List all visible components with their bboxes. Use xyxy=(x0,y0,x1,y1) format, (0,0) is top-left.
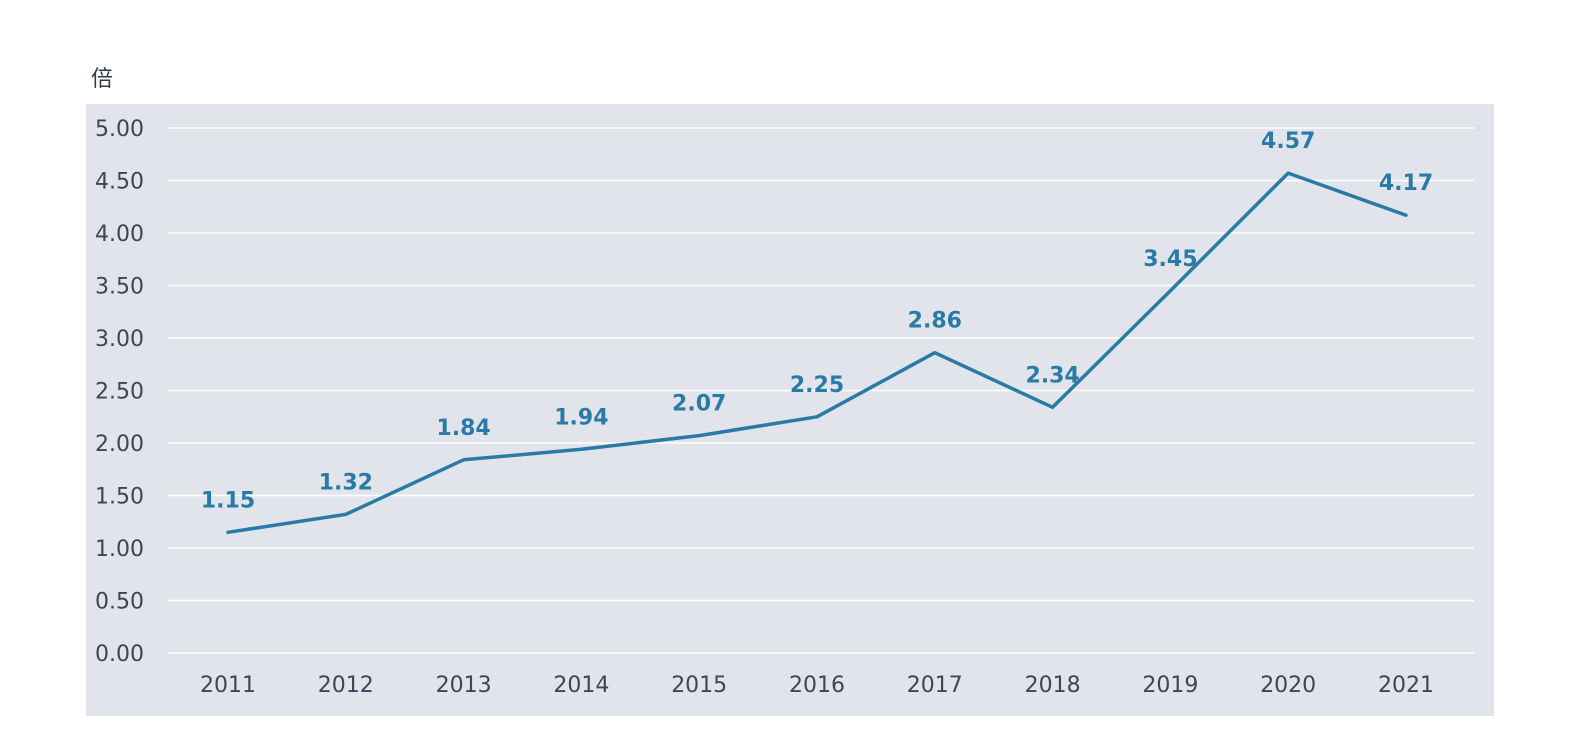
data-label: 2.34 xyxy=(1025,363,1079,388)
data-label: 1.15 xyxy=(201,488,255,513)
data-label: 4.17 xyxy=(1379,171,1433,196)
x-tick-label: 2011 xyxy=(200,673,256,698)
x-tick-label: 2018 xyxy=(1025,673,1081,698)
y-tick-label: 4.00 xyxy=(95,222,144,247)
x-tick-label: 2014 xyxy=(553,673,609,698)
x-tick-label: 2020 xyxy=(1260,673,1316,698)
y-tick-label: 1.00 xyxy=(95,537,144,562)
x-tick-label: 2016 xyxy=(789,673,845,698)
data-label: 3.45 xyxy=(1143,247,1197,272)
data-label: 4.57 xyxy=(1261,129,1315,154)
y-tick-label: 1.50 xyxy=(95,485,144,510)
plot-background xyxy=(86,104,1494,716)
y-tick-label: 4.50 xyxy=(95,170,144,195)
y-tick-label: 5.00 xyxy=(95,117,144,142)
y-tick-label: 3.50 xyxy=(95,275,144,300)
data-labels: 1.15 1.32 1.84 1.94 2.07 2.25 2.86 2.34 3.45 4.57… xyxy=(201,129,1433,513)
y-tick-label: 3.00 xyxy=(95,327,144,352)
y-tick-label: 2.00 xyxy=(95,432,144,457)
data-label: 1.84 xyxy=(436,416,490,441)
data-label: 2.25 xyxy=(790,373,844,398)
data-label: 1.94 xyxy=(554,405,608,430)
gridlines xyxy=(168,127,1474,654)
data-label: 2.86 xyxy=(908,309,962,334)
y-unit-label: 倍 xyxy=(91,67,113,92)
x-tick-label: 2015 xyxy=(671,673,727,698)
x-tick-label: 2012 xyxy=(318,673,374,698)
series-line xyxy=(226,171,1408,535)
data-label: 1.32 xyxy=(319,470,373,495)
x-tick-label: 2013 xyxy=(436,673,492,698)
y-tick-label: 2.50 xyxy=(95,380,144,405)
x-axis-ticks: 2011 2012 2013 2014 2015 2016 2017 2018 2019 2020… xyxy=(200,673,1434,698)
x-tick-label: 2019 xyxy=(1142,673,1198,698)
y-tick-label: 0.50 xyxy=(95,590,144,615)
data-label: 2.07 xyxy=(672,392,726,417)
y-axis-ticks: 0.00 0.50 1.00 1.50 2.00 2.50 3.00 3.50 4.00 4.50… xyxy=(95,117,144,667)
x-tick-label: 2017 xyxy=(907,673,963,698)
x-tick-label: 2021 xyxy=(1378,673,1434,698)
y-tick-label: 0.00 xyxy=(95,642,144,667)
